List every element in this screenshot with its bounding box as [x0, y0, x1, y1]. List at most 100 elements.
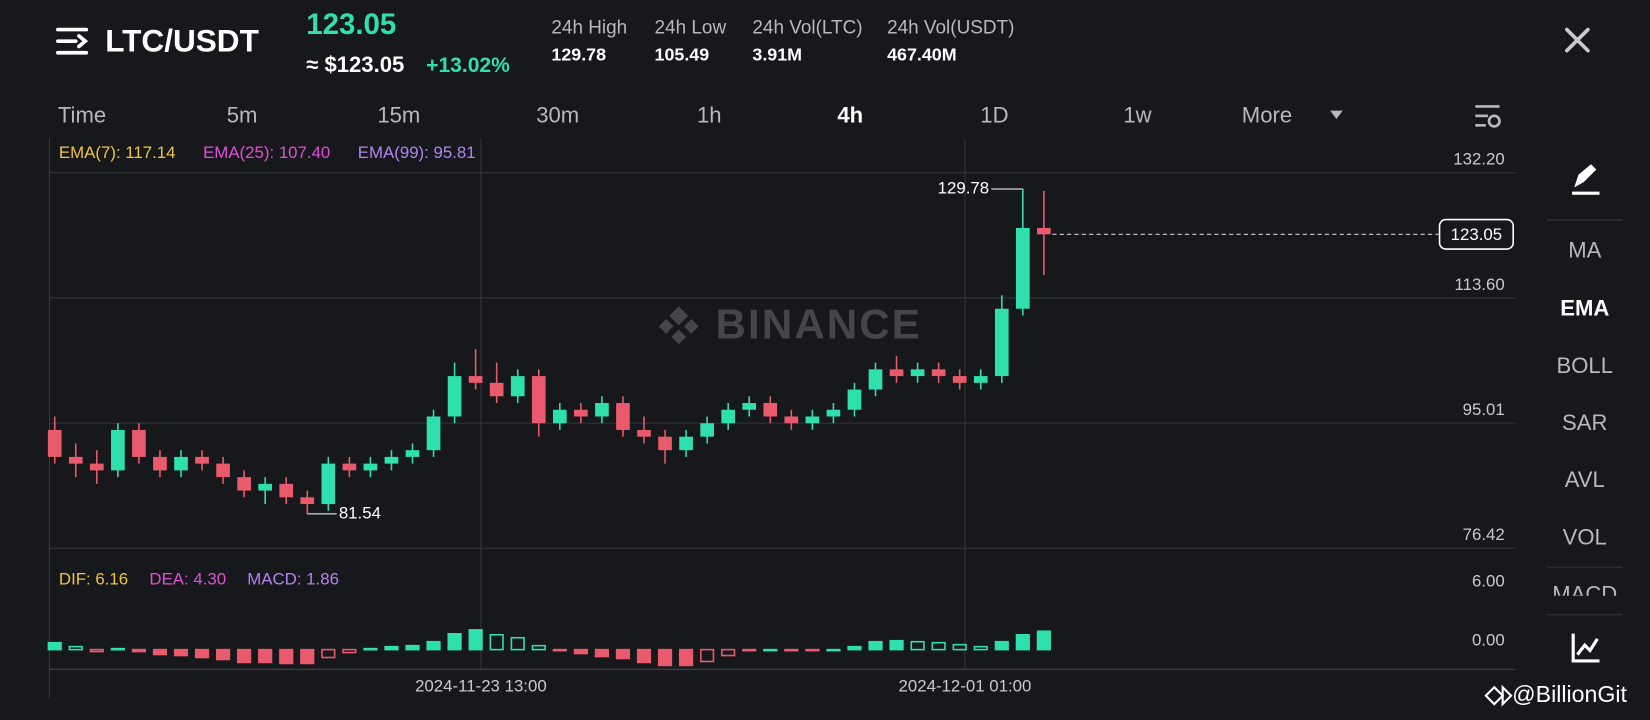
- macd-bar: [258, 648, 273, 664]
- macd-bar: [742, 648, 757, 652]
- indicator-option[interactable]: SAR: [1562, 410, 1607, 435]
- macd-bar: [615, 648, 631, 660]
- candle-body: [763, 403, 778, 417]
- candle-body: [279, 483, 294, 498]
- stat-value: 129.78: [551, 45, 606, 65]
- macd-bar: [447, 633, 462, 651]
- legend-entry: DEA: 4.30: [149, 569, 226, 588]
- macd-bar: [1036, 630, 1051, 651]
- macd-bar: [321, 648, 336, 659]
- macd-bar: [573, 648, 588, 655]
- candle-body: [931, 369, 946, 377]
- candle-body: [910, 369, 925, 377]
- macd-bar: [363, 647, 378, 651]
- macd-bar: [889, 639, 904, 651]
- y-tick-label: 132.20: [1453, 150, 1504, 169]
- candle-body: [153, 456, 167, 471]
- legend-entry: EMA(7): 117.14: [59, 143, 176, 162]
- legend-entry: DIF: 6.16: [59, 569, 128, 588]
- timeframe-tab[interactable]: 1h: [697, 103, 722, 128]
- macd-bar: [426, 640, 441, 651]
- candle-body: [952, 376, 967, 383]
- candle-body: [889, 369, 904, 377]
- candle-body: [1015, 227, 1030, 309]
- timeframe-tab[interactable]: 15m: [377, 103, 420, 128]
- stat-value: 467.40M: [887, 45, 957, 65]
- timeframe-tab[interactable]: 1w: [1123, 103, 1151, 128]
- indicator-option[interactable]: VOL: [1563, 525, 1607, 550]
- pair: LTC/USDT: [105, 23, 259, 59]
- watermark: BINANCE: [716, 301, 922, 348]
- timeframe-tab[interactable]: 1D: [980, 103, 1008, 128]
- legend-entry: MACD: 1.86: [247, 569, 339, 588]
- menu-icon[interactable]: [56, 27, 89, 55]
- indicator-option[interactable]: MACD: [1552, 582, 1617, 607]
- timeframe-tab[interactable]: 4h: [837, 103, 863, 128]
- candle-body: [426, 416, 441, 451]
- candle-body: [679, 436, 693, 451]
- timeframe-tab[interactable]: Time: [58, 103, 106, 128]
- macd-bar: [952, 643, 967, 651]
- candle-body: [405, 450, 420, 457]
- macd-bar: [510, 636, 525, 651]
- macd-bar: [657, 648, 673, 667]
- timeframe-tab[interactable]: 5m: [227, 103, 258, 128]
- candle-body: [258, 483, 273, 491]
- y-tick-label: 113.60: [1455, 275, 1505, 294]
- indicator-option[interactable]: EMA: [1560, 295, 1609, 320]
- macd-bar: [763, 648, 778, 652]
- timeframe-tab[interactable]: 30m: [536, 103, 579, 128]
- candle-body: [132, 429, 146, 457]
- macd-bar: [131, 648, 147, 653]
- candle-body: [174, 456, 188, 471]
- indicator-option[interactable]: BOLL: [1557, 353, 1613, 378]
- close-button[interactable]: [1565, 27, 1590, 53]
- macd-bar: [826, 648, 841, 652]
- candle-body: [868, 369, 883, 390]
- macd-bar: [194, 648, 210, 659]
- draw-icon[interactable]: [1572, 164, 1600, 195]
- macd-bar: [405, 644, 420, 651]
- candle-body: [384, 456, 399, 464]
- macd-bar: [678, 648, 694, 667]
- macd-bar: [279, 648, 294, 665]
- indicator-option[interactable]: AVL: [1565, 467, 1605, 492]
- stat-value: 105.49: [655, 45, 710, 65]
- stat-label: 24h Vol(LTC): [752, 18, 862, 39]
- usd-price: ≈ $123.05: [306, 52, 404, 77]
- y-tick-label: 0.00: [1472, 631, 1505, 650]
- candle-body: [468, 376, 483, 383]
- macd-bar: [47, 641, 62, 651]
- indicator-option[interactable]: MA: [1568, 237, 1601, 262]
- stat-value: 3.91M: [752, 45, 802, 65]
- macd-bar: [721, 648, 736, 657]
- macd-bar: [531, 644, 546, 651]
- settings-icon[interactable]: [1475, 105, 1501, 128]
- candle-body: [89, 463, 104, 471]
- candle-body: [826, 409, 841, 417]
- macd-bar: [237, 648, 252, 664]
- timeframe-tab[interactable]: More: [1242, 103, 1292, 128]
- stat-label: 24h Vol(USDT): [887, 18, 1014, 39]
- macd-bar: [173, 648, 189, 657]
- y-tick-label: 95.01: [1463, 400, 1505, 419]
- candle-body: [489, 382, 504, 397]
- stat-label: 24h High: [551, 18, 627, 39]
- candle-body: [721, 409, 736, 424]
- stat-label: 24h Low: [655, 18, 727, 39]
- macd-bar: [110, 647, 125, 651]
- candle-body: [700, 423, 714, 437]
- candle-body: [847, 389, 862, 410]
- indicator-icon[interactable]: [1571, 633, 1600, 663]
- candle-body: [595, 403, 609, 417]
- macd-bar: [994, 640, 1009, 651]
- macd-bar: [342, 648, 357, 654]
- macd-bar: [594, 648, 610, 658]
- candle-body: [531, 376, 546, 424]
- macd-bar: [468, 629, 483, 651]
- side-menu: MA EMA BOLL SAR AVL VOL MACD: [1552, 237, 1617, 607]
- candle-body: [68, 456, 83, 464]
- macd-bar: [215, 648, 231, 661]
